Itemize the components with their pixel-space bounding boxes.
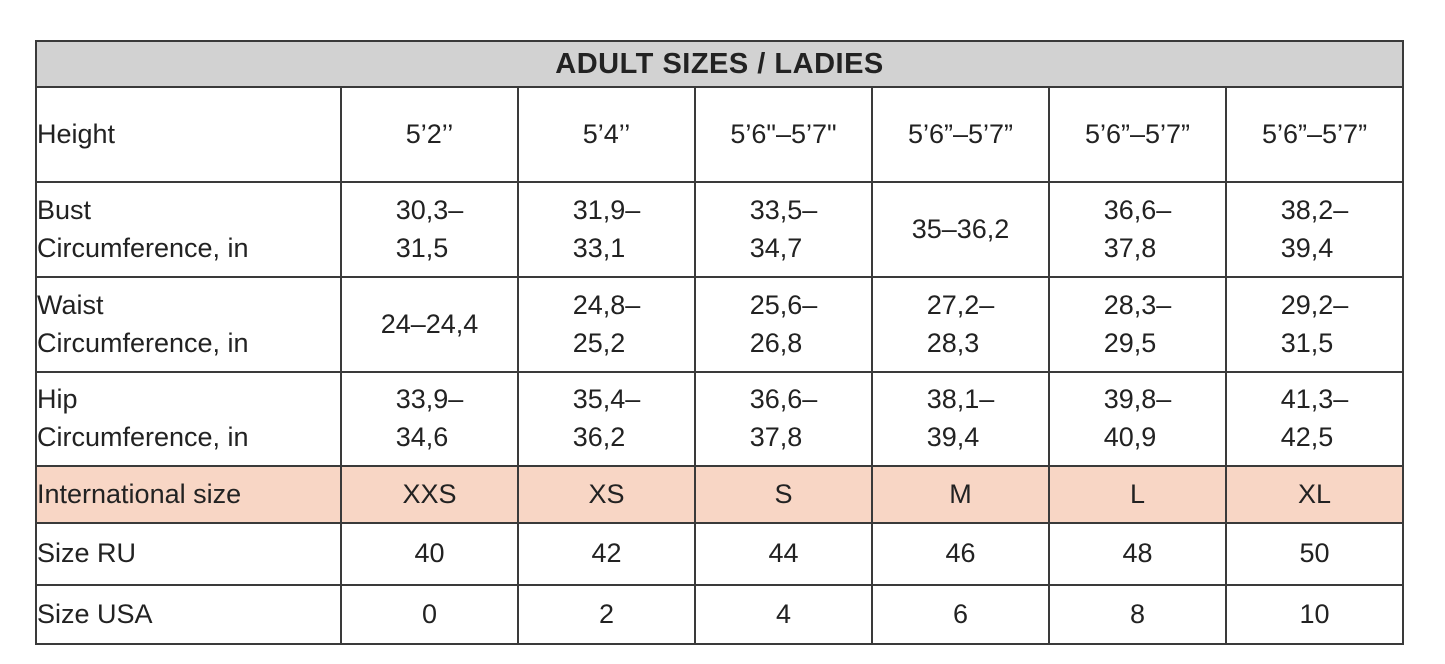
intl-size-cell-s: S [694,465,873,524]
row-label-height: Height [35,86,342,183]
bust-cell-xl: 38,2– 39,4 [1224,181,1405,278]
hip-cell-s: 36,6– 37,8 [694,371,873,467]
ladies-size-chart: ADULT SIZES / LADIES Height 5’2’’ 5’4’’ … [34,40,1405,645]
size-ru-cell-m: 46 [871,522,1050,586]
row-label-bust: Bust Circumference, in [35,181,342,278]
waist-cell-m: 27,2– 28,3 [871,276,1050,373]
bust-cell-l: 36,6– 37,8 [1048,181,1227,278]
row-label-international-size: International size [35,465,342,524]
size-ru-cell-xl: 50 [1224,522,1405,586]
size-usa-cell-xxs: 0 [340,584,519,645]
size-usa-cell-xl: 10 [1224,584,1405,645]
intl-size-cell-xs: XS [517,465,696,524]
bust-cell-xs: 31,9– 33,1 [517,181,696,278]
table-row-international-size: International size XXS XS S M L XL [35,465,1405,524]
waist-cell-xxs: 24–24,4 [340,276,519,373]
row-label-size-usa: Size USA [35,584,342,645]
waist-cell-xs: 24,8– 25,2 [517,276,696,373]
table-row-bust: Bust Circumference, in 30,3– 31,5 31,9– … [35,181,1405,278]
size-ru-cell-xxs: 40 [340,522,519,586]
height-cell-l: 5’6”–5’7” [1048,86,1227,183]
hip-cell-l: 39,8– 40,9 [1048,371,1227,467]
table-row-waist: Waist Circumference, in 24–24,4 24,8– 25… [35,276,1405,373]
waist-cell-s: 25,6– 26,8 [694,276,873,373]
table-row-hip: Hip Circumference, in 33,9– 34,6 35,4– 3… [35,371,1405,467]
bust-cell-s: 33,5– 34,7 [694,181,873,278]
row-label-waist: Waist Circumference, in [35,276,342,373]
size-usa-cell-xs: 2 [517,584,696,645]
height-cell-xl: 5’6”–5’7” [1224,86,1405,183]
height-cell-xxs: 5’2’’ [340,86,519,183]
intl-size-cell-xl: XL [1224,465,1405,524]
hip-cell-xxs: 33,9– 34,6 [340,371,519,467]
size-usa-cell-s: 4 [694,584,873,645]
size-usa-cell-m: 6 [871,584,1050,645]
size-ru-cell-l: 48 [1048,522,1227,586]
row-label-size-ru: Size RU [35,522,342,586]
size-ru-cell-xs: 42 [517,522,696,586]
row-label-hip: Hip Circumference, in [35,371,342,467]
bust-cell-xxs: 30,3– 31,5 [340,181,519,278]
hip-cell-xl: 41,3– 42,5 [1224,371,1405,467]
size-usa-cell-l: 8 [1048,584,1227,645]
waist-cell-xl: 29,2– 31,5 [1224,276,1405,373]
hip-cell-xs: 35,4– 36,2 [517,371,696,467]
waist-cell-l: 28,3– 29,5 [1048,276,1227,373]
height-cell-xs: 5’4’’ [517,86,696,183]
table-row-size-usa: Size USA 0 2 4 6 8 10 [35,584,1405,645]
intl-size-cell-l: L [1048,465,1227,524]
hip-cell-m: 38,1– 39,4 [871,371,1050,467]
height-cell-m: 5’6”–5’7” [871,86,1050,183]
table-row-height: Height 5’2’’ 5’4’’ 5’6"–5’7" 5’6”–5’7” 5… [35,86,1405,183]
height-cell-s: 5’6"–5’7" [694,86,873,183]
intl-size-cell-m: M [871,465,1050,524]
table-title: ADULT SIZES / LADIES [34,40,1405,88]
bust-cell-m: 35–36,2 [871,181,1050,278]
size-ru-cell-s: 44 [694,522,873,586]
table-title-row: ADULT SIZES / LADIES [34,40,1405,88]
table-row-size-ru: Size RU 40 42 44 46 48 50 [35,522,1405,586]
intl-size-cell-xxs: XXS [340,465,519,524]
